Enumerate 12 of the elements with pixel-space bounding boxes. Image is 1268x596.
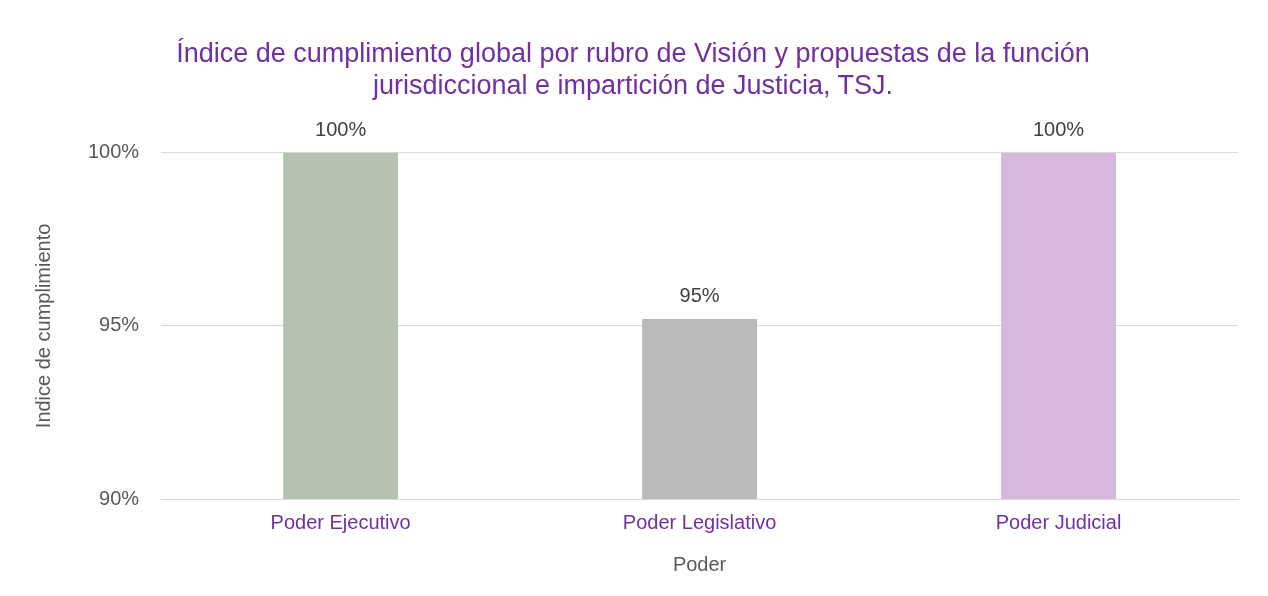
chart-title: Índice de cumplimiento global por rubro de Visión y propuestas de la función jurisdiccional e impartición de Justicia, TSJ. [176, 37, 1090, 101]
x-tick-label: Poder Ejecutivo [270, 510, 411, 533]
data-label: 100% [1032, 118, 1085, 141]
y-tick-label: 95% [99, 313, 140, 336]
x-tick-label: Poder Legislativo [622, 510, 777, 533]
y-tick-label: 90% [99, 486, 140, 509]
x-tick-label: Poder Judicial [995, 510, 1122, 533]
y-tick-label: 100% [88, 140, 140, 163]
data-label: 95% [679, 284, 720, 307]
x-axis-title: Poder [672, 552, 727, 575]
data-label: 100% [315, 118, 367, 141]
y-axis-title: Indice de cumplimiento [31, 223, 54, 429]
